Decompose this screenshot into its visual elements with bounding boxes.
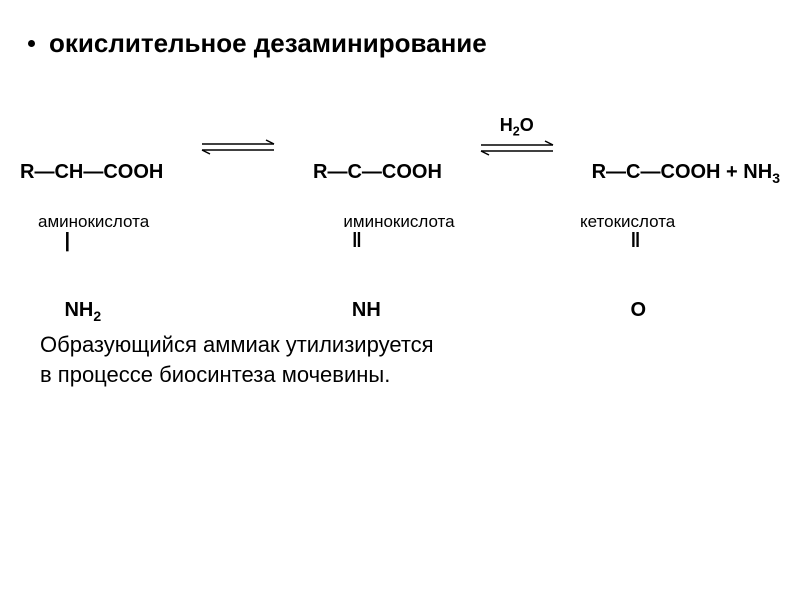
species-labels: аминокислота иминокислота кетокислота	[20, 212, 780, 232]
formula-line: R—C—COOH + NH3	[592, 161, 780, 184]
slide-title: окислительное дезаминирование	[49, 28, 487, 59]
formula-line: ‖	[313, 230, 442, 253]
formula-line: R—CH—COOH	[20, 161, 163, 184]
species-keto-acid: R—C—COOH + NH3 ‖ O	[592, 115, 780, 368]
formula-line: |	[20, 230, 163, 253]
slide: окислительное дезаминирование R—CH—COOH …	[0, 0, 800, 600]
equilibrium-arrow-icon	[475, 138, 559, 158]
formula-line: NH2	[20, 299, 163, 322]
title-row: окислительное дезаминирование	[28, 28, 487, 59]
label-imino-acid: иминокислота	[299, 212, 499, 232]
arrow-label-h2o: H2O	[500, 115, 534, 136]
body-paragraph: Образующийся аммиак утилизируется в проц…	[40, 330, 434, 389]
formula-line: O	[592, 299, 780, 322]
formula-line: R—C—COOH	[313, 161, 442, 184]
bullet-icon	[28, 40, 35, 47]
equilibrium-arrow-with-label: H2O	[475, 115, 559, 158]
equilibrium-arrow-icon	[196, 137, 280, 157]
equilibrium-arrow	[196, 137, 280, 157]
label-keto-acid: кетокислота	[560, 212, 780, 232]
formula-line: NH	[313, 299, 442, 322]
label-amino-acid: аминокислота	[20, 212, 238, 232]
formula-line: ‖	[592, 230, 780, 253]
